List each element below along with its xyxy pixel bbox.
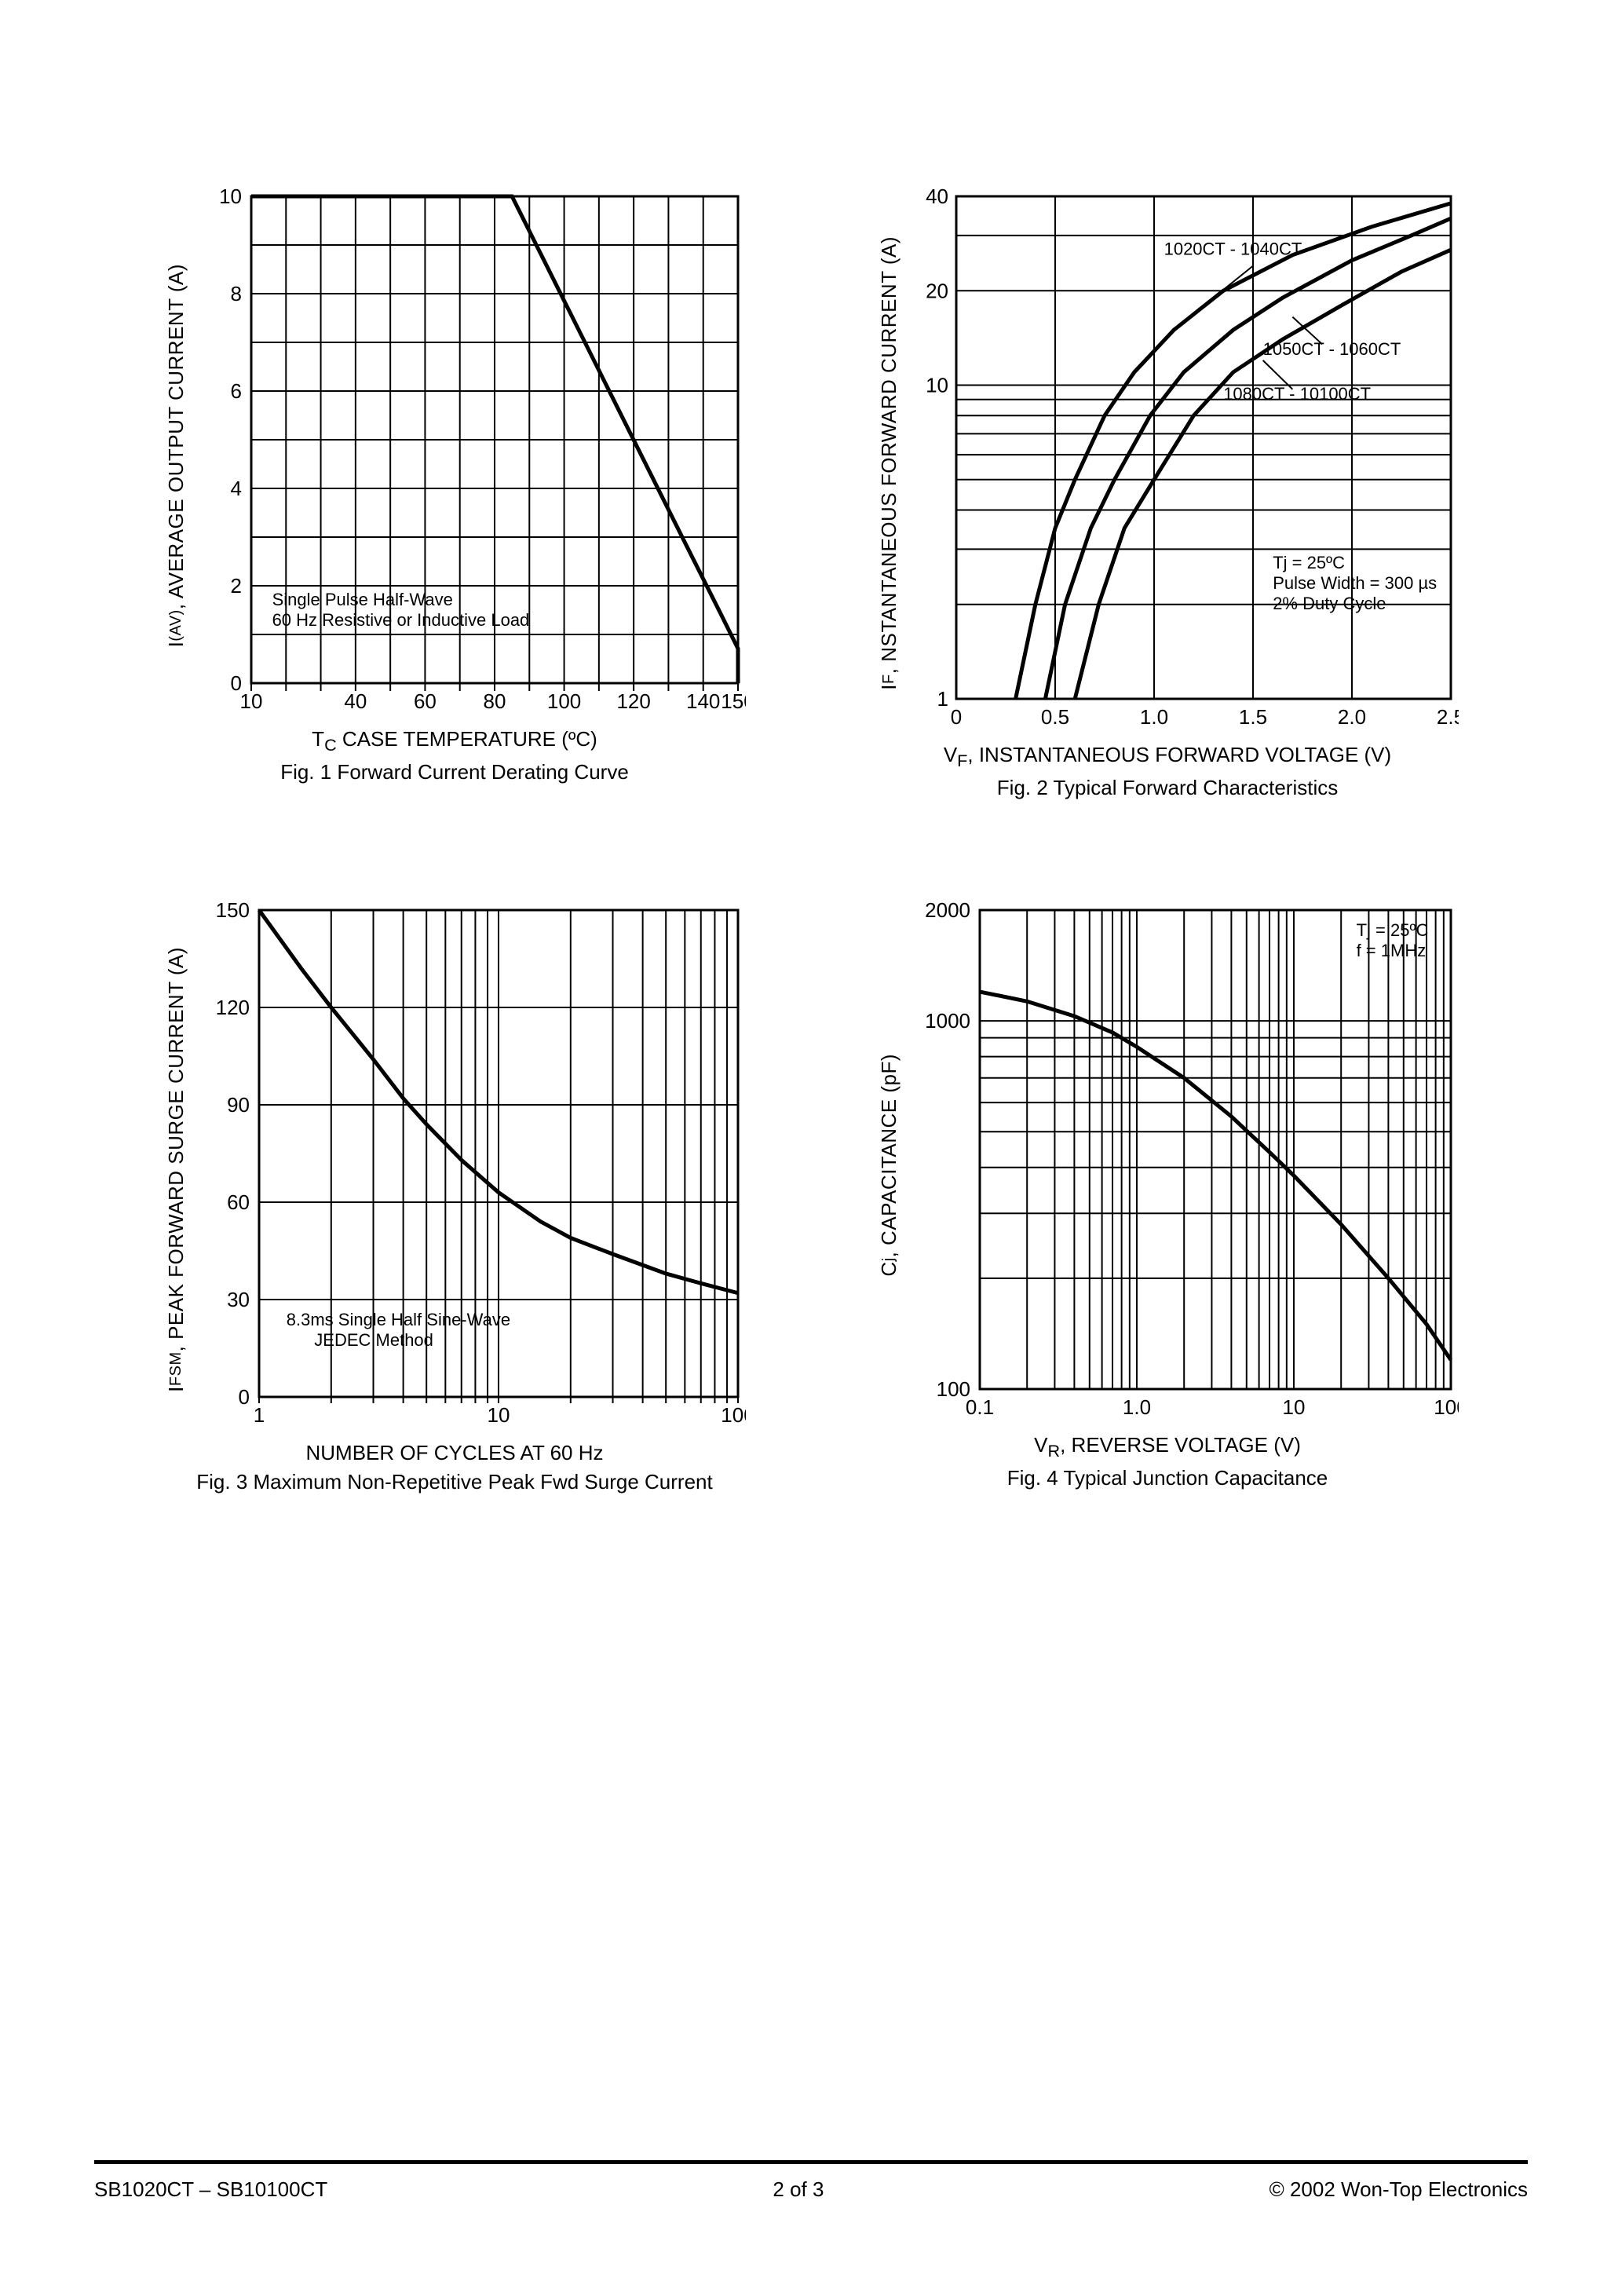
svg-text:1000: 1000 (925, 1009, 970, 1033)
svg-text:1: 1 (937, 687, 948, 711)
svg-text:150: 150 (215, 902, 249, 922)
svg-text:140: 140 (686, 689, 720, 713)
footer-copyright: © 2002 Won-Top Electronics (1269, 2177, 1528, 2202)
svg-text:100: 100 (1434, 1395, 1459, 1419)
svg-text:2000: 2000 (925, 902, 970, 922)
svg-text:60: 60 (413, 689, 436, 713)
fig1-container: I(AV), AVERAGE OUTPUT CURRENT (A) 104060… (133, 188, 776, 800)
svg-text:4: 4 (230, 477, 241, 500)
fig3-caption: Fig. 3 Maximum Non-Repetitive Peak Fwd S… (196, 1470, 712, 1494)
svg-text:30: 30 (227, 1288, 250, 1311)
fig3-xlabel: NUMBER OF CYCLES AT 60 Hz (305, 1441, 603, 1465)
fig1-xlabel: TC CASE TEMPERATURE (ºC) (312, 727, 597, 755)
svg-text:10: 10 (1282, 1395, 1305, 1419)
svg-text:Tj = 25ºC: Tj = 25ºC (1356, 920, 1428, 940)
svg-text:f = 1MHz: f = 1MHz (1356, 941, 1426, 960)
svg-text:100: 100 (936, 1377, 970, 1401)
svg-text:0: 0 (238, 1385, 249, 1409)
svg-text:2: 2 (230, 574, 241, 598)
svg-text:1050CT - 1060CT: 1050CT - 1060CT (1262, 339, 1401, 359)
fig2-ylabel: IF, NSTANTANEOUS FORWARD CURRENT (A) (877, 236, 901, 690)
svg-text:120: 120 (616, 689, 650, 713)
fig2-caption: Fig. 2 Typical Forward Characteristics (997, 776, 1338, 800)
svg-text:20: 20 (926, 279, 948, 302)
fig2-container: IF, NSTANTANEOUS FORWARD CURRENT (A) 0 0.… (846, 188, 1489, 800)
svg-text:10: 10 (239, 689, 262, 713)
svg-text:150: 150 (721, 689, 746, 713)
footer-page: 2 of 3 (773, 2177, 824, 2202)
svg-text:1020CT - 1040CT: 1020CT - 1040CT (1164, 239, 1302, 259)
fig3-ylabel: IFSM, PEAK FORWARD SURGE CURRENT (A) (164, 947, 188, 1392)
svg-text:0: 0 (230, 671, 241, 695)
svg-text:6: 6 (230, 379, 241, 403)
fig3-container: IFSM, PEAK FORWARD SURGE CURRENT (A) 1 10… (133, 902, 776, 1494)
svg-text:10: 10 (487, 1403, 510, 1427)
svg-text:2.0: 2.0 (1337, 705, 1365, 729)
svg-text:Pulse Width = 300 µs: Pulse Width = 300 µs (1273, 573, 1437, 593)
svg-text:Single Pulse Half-Wave: Single Pulse Half-Wave (272, 590, 452, 609)
svg-text:2.5: 2.5 (1436, 705, 1458, 729)
fig1-plot: 10 40 60 80 100 120 140150 0 2 4 6 8 10 Single Pulse … (196, 188, 746, 722)
fig4-ylabel: Cj, CAPACITANCE (pF) (877, 1054, 901, 1277)
svg-text:2% Duty Cycle: 2% Duty Cycle (1273, 594, 1386, 613)
fig2-plot: 0 0.5 1.0 1.5 2.0 2.5 1 10 20 40 1020CT - 1040CT 10… (909, 188, 1459, 738)
fig4-container: Cj, CAPACITANCE (pF) 0.11.01010010010002… (846, 902, 1489, 1494)
svg-text:1.0: 1.0 (1122, 1395, 1150, 1419)
svg-text:1.0: 1.0 (1139, 705, 1167, 729)
svg-text:10: 10 (926, 374, 948, 397)
svg-text:1080CT - 10100CT: 1080CT - 10100CT (1223, 384, 1371, 404)
svg-text:100: 100 (546, 689, 580, 713)
svg-text:60: 60 (227, 1190, 250, 1214)
footer: SB1020CT – SB10100CT 2 of 3 © 2002 Won-T… (94, 2177, 1528, 2202)
svg-text:90: 90 (227, 1093, 250, 1117)
svg-text:120: 120 (215, 996, 249, 1019)
svg-text:0: 0 (950, 705, 961, 729)
footer-rule (94, 2160, 1528, 2164)
footer-part: SB1020CT – SB10100CT (94, 2177, 327, 2202)
fig4-xlabel: VR, REVERSE VOLTAGE (V) (1034, 1433, 1301, 1461)
fig1-caption: Fig. 1 Forward Current Derating Curve (280, 760, 629, 784)
svg-text:10: 10 (219, 188, 242, 208)
fig4-caption: Fig. 4 Typical Junction Capacitance (1007, 1466, 1328, 1490)
svg-text:1.5: 1.5 (1238, 705, 1266, 729)
svg-text:0.5: 0.5 (1040, 705, 1069, 729)
svg-text:JEDEC Method: JEDEC Method (314, 1330, 433, 1350)
fig2-xlabel: VF, INSTANTANEOUS FORWARD VOLTAGE (V) (944, 743, 1391, 771)
fig1-ylabel: I(AV), AVERAGE OUTPUT CURRENT (A) (164, 264, 188, 647)
svg-text:8.3ms Single Half Sine-Wave: 8.3ms Single Half Sine-Wave (286, 1310, 510, 1329)
svg-text:Tj = 25ºC: Tj = 25ºC (1273, 553, 1345, 572)
svg-text:80: 80 (483, 689, 506, 713)
svg-text:100: 100 (721, 1403, 746, 1427)
svg-text:1: 1 (253, 1403, 264, 1427)
svg-text:60 Hz Resistive or Inductive L: 60 Hz Resistive or Inductive Load (272, 610, 529, 630)
svg-text:8: 8 (230, 282, 241, 305)
fig4-plot: 0.11.01010010010002000Tj = 25ºCf = 1MHz (909, 902, 1459, 1428)
svg-text:40: 40 (344, 689, 367, 713)
fig3-plot: 1 10 100 0 30 60 90 120 150 8.3ms Single Half Sin… (196, 902, 746, 1436)
svg-text:40: 40 (926, 188, 948, 208)
